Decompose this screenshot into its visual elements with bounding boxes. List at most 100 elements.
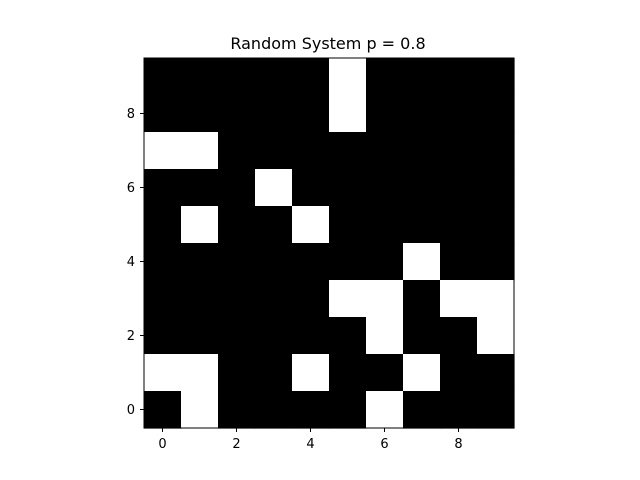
heatmap-cell [403, 243, 441, 281]
heatmap-cell [292, 280, 330, 318]
heatmap-cell [403, 58, 441, 96]
y-axis-ticks: 0 2 4 6 8 [127, 107, 144, 418]
axes-frame [143, 57, 515, 429]
heatmap-cell [477, 280, 515, 318]
heatmap-cell [292, 391, 330, 429]
heatmap-cell [292, 317, 330, 355]
heatmap-cell [144, 58, 182, 96]
heatmap-cell [181, 280, 219, 318]
heatmap-cell [329, 243, 367, 281]
heatmap-cell [181, 391, 219, 429]
x-tick-label: 8 [454, 437, 462, 452]
heatmap-cell [403, 317, 441, 355]
heatmap-cell [292, 95, 330, 133]
x-tick-label: 6 [380, 437, 388, 452]
heatmap-cell [255, 354, 293, 392]
heatmap-cells [144, 58, 515, 429]
heatmap-cell [440, 317, 478, 355]
x-tick-label: 0 [158, 437, 166, 452]
x-tick-label: 2 [232, 437, 240, 452]
heatmap-cell [255, 243, 293, 281]
heatmap-cell [366, 58, 404, 96]
y-tick-label: 4 [127, 255, 135, 270]
heatmap-cell [255, 169, 293, 207]
heatmap-cell [255, 206, 293, 244]
heatmap-cell [440, 95, 478, 133]
heatmap-cell [255, 317, 293, 355]
heatmap-cell [366, 354, 404, 392]
heatmap-cell [144, 169, 182, 207]
heatmap-cell [218, 206, 256, 244]
y-tick-label: 6 [127, 181, 135, 196]
heatmap-cell [329, 280, 367, 318]
heatmap-cell [329, 391, 367, 429]
heatmap-cell [144, 95, 182, 133]
heatmap-cell [144, 317, 182, 355]
heatmap-cell [218, 58, 256, 96]
heatmap-cell [477, 169, 515, 207]
heatmap-cell [329, 95, 367, 133]
heatmap-cell [292, 354, 330, 392]
heatmap-cell [218, 243, 256, 281]
heatmap-cell [255, 58, 293, 96]
heatmap-cell [218, 280, 256, 318]
y-tick-label: 2 [127, 329, 135, 344]
heatmap-cell [440, 132, 478, 170]
heatmap-cell [477, 243, 515, 281]
chart-title: Random System p = 0.8 [230, 34, 425, 53]
heatmap-cell [440, 169, 478, 207]
heatmap-cell [366, 132, 404, 170]
heatmap-cell [218, 169, 256, 207]
x-axis-ticks: 0 2 4 6 8 [158, 428, 463, 452]
heatmap-cell [292, 58, 330, 96]
heatmap-cell [218, 95, 256, 133]
heatmap-cell [403, 132, 441, 170]
heatmap-cell [366, 280, 404, 318]
heatmap-cell [440, 206, 478, 244]
heatmap-cell [181, 206, 219, 244]
heatmap-cell [366, 243, 404, 281]
heatmap-cell [292, 243, 330, 281]
heatmap-cell [403, 391, 441, 429]
heatmap-cell [403, 206, 441, 244]
heatmap-cell [477, 132, 515, 170]
heatmap-cell [181, 354, 219, 392]
heatmap-cell [329, 317, 367, 355]
heatmap-cell [477, 354, 515, 392]
heatmap-cell [366, 95, 404, 133]
heatmap-cell [329, 169, 367, 207]
heatmap-cell [366, 206, 404, 244]
heatmap-cell [366, 317, 404, 355]
heatmap-cell [292, 132, 330, 170]
heatmap-cell [218, 132, 256, 170]
heatmap-cell [329, 58, 367, 96]
heatmap-cell [144, 132, 182, 170]
heatmap-cell [181, 243, 219, 281]
heatmap-cell [255, 280, 293, 318]
heatmap-cell [292, 206, 330, 244]
heatmap-cell [218, 317, 256, 355]
heatmap-cell [144, 391, 182, 429]
heatmap-cell [144, 206, 182, 244]
heatmap-cell [181, 169, 219, 207]
heatmap-cell [440, 354, 478, 392]
heatmap-cell [403, 354, 441, 392]
heatmap-cell [255, 391, 293, 429]
y-tick-label: 8 [127, 107, 135, 122]
heatmap-cell [403, 280, 441, 318]
heatmap-cell [329, 206, 367, 244]
heatmap-cell [440, 280, 478, 318]
heatmap-cell [255, 95, 293, 133]
heatmap-cell [329, 354, 367, 392]
heatmap-cell [144, 243, 182, 281]
heatmap-cell [477, 95, 515, 133]
heatmap-cell [181, 317, 219, 355]
heatmap-cell [181, 95, 219, 133]
heatmap-cell [218, 391, 256, 429]
heatmap-cell [440, 391, 478, 429]
heatmap-cell [255, 132, 293, 170]
heatmap-cell [292, 169, 330, 207]
heatmap-cell [440, 243, 478, 281]
heatmap-cell [477, 391, 515, 429]
heatmap-cell [477, 317, 515, 355]
